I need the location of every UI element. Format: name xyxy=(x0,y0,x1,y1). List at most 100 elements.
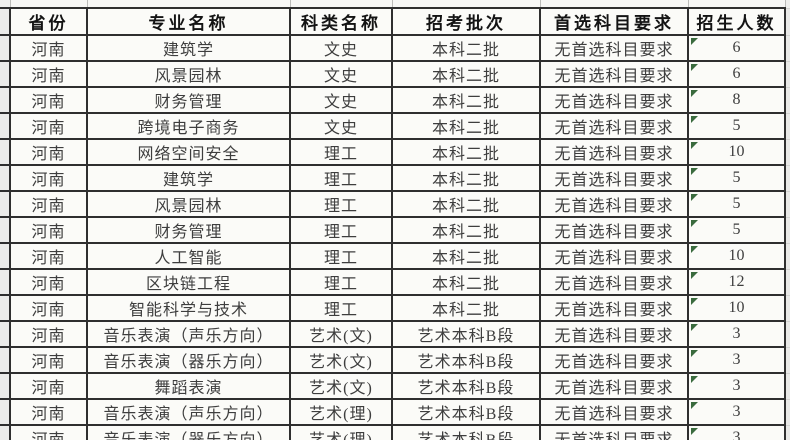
cell-major[interactable]: 音乐表演（器乐方向） xyxy=(86,424,291,440)
cell-province[interactable]: 河南 xyxy=(9,86,88,114)
column-header-major[interactable]: 专业名称 xyxy=(86,7,291,36)
cell-batch[interactable]: 本科二批 xyxy=(391,34,541,62)
cell-province[interactable]: 河南 xyxy=(9,294,88,322)
cell-category[interactable]: 艺术(文) xyxy=(289,320,393,348)
cell-province[interactable]: 河南 xyxy=(9,60,88,88)
cell-batch[interactable]: 本科二批 xyxy=(391,138,541,166)
cell-category[interactable]: 理工 xyxy=(289,190,393,218)
cell-major[interactable]: 跨境电子商务 xyxy=(86,112,291,140)
cell-province[interactable]: 河南 xyxy=(9,164,88,192)
cell-batch[interactable]: 本科二批 xyxy=(391,164,541,192)
cell-enrollment[interactable]: 5 xyxy=(687,216,786,244)
cell-category[interactable]: 理工 xyxy=(289,242,393,270)
cell-province[interactable]: 河南 xyxy=(9,138,88,166)
cell-subject_req[interactable]: 无首选科目要求 xyxy=(539,242,689,270)
cell-category[interactable]: 文史 xyxy=(289,34,393,62)
cell-enrollment[interactable]: 3 xyxy=(687,398,786,426)
cell-enrollment[interactable]: 3 xyxy=(687,346,786,374)
cell-category[interactable]: 理工 xyxy=(289,294,393,322)
cell-province[interactable]: 河南 xyxy=(9,346,88,374)
cell-enrollment[interactable]: 3 xyxy=(687,320,786,348)
cell-category[interactable]: 艺术(文) xyxy=(289,346,393,374)
cell-major[interactable]: 建筑学 xyxy=(86,34,291,62)
cell-batch[interactable]: 艺术本科B段 xyxy=(391,372,541,400)
cell-category[interactable]: 艺术(理) xyxy=(289,424,393,440)
cell-batch[interactable]: 艺术本科B段 xyxy=(391,398,541,426)
cell-batch[interactable]: 本科二批 xyxy=(391,190,541,218)
cell-major[interactable]: 建筑学 xyxy=(86,164,291,192)
cell-province[interactable]: 河南 xyxy=(9,112,88,140)
cell-batch[interactable]: 本科二批 xyxy=(391,216,541,244)
cell-major[interactable]: 智能科学与技术 xyxy=(86,294,291,322)
cell-batch[interactable]: 本科二批 xyxy=(391,294,541,322)
cell-subject_req[interactable]: 无首选科目要求 xyxy=(539,216,689,244)
cell-major[interactable]: 财务管理 xyxy=(86,216,291,244)
cell-category[interactable]: 理工 xyxy=(289,164,393,192)
cell-category[interactable]: 文史 xyxy=(289,112,393,140)
cell-province[interactable]: 河南 xyxy=(9,190,88,218)
cell-province[interactable]: 河南 xyxy=(9,216,88,244)
cell-major[interactable]: 音乐表演（声乐方向） xyxy=(86,320,291,348)
cell-subject_req[interactable]: 无首选科目要求 xyxy=(539,372,689,400)
cell-batch[interactable]: 艺术本科B段 xyxy=(391,320,541,348)
cell-category[interactable]: 理工 xyxy=(289,216,393,244)
cell-province[interactable]: 河南 xyxy=(9,34,88,62)
cell-province[interactable]: 河南 xyxy=(9,268,88,296)
cell-category[interactable]: 文史 xyxy=(289,60,393,88)
cell-category[interactable]: 理工 xyxy=(289,138,393,166)
cell-subject_req[interactable]: 无首选科目要求 xyxy=(539,398,689,426)
cell-batch[interactable]: 艺术本科B段 xyxy=(391,346,541,374)
cell-subject_req[interactable]: 无首选科目要求 xyxy=(539,112,689,140)
cell-enrollment[interactable]: 6 xyxy=(687,60,786,88)
cell-category[interactable]: 文史 xyxy=(289,86,393,114)
cell-subject_req[interactable]: 无首选科目要求 xyxy=(539,294,689,322)
cell-enrollment[interactable]: 3 xyxy=(687,424,786,440)
column-header-subject_req[interactable]: 首选科目要求 xyxy=(539,7,689,36)
cell-enrollment[interactable]: 8 xyxy=(687,86,786,114)
cell-subject_req[interactable]: 无首选科目要求 xyxy=(539,86,689,114)
cell-batch[interactable]: 本科二批 xyxy=(391,268,541,296)
cell-enrollment[interactable]: 5 xyxy=(687,112,786,140)
cell-subject_req[interactable]: 无首选科目要求 xyxy=(539,346,689,374)
cell-batch[interactable]: 本科二批 xyxy=(391,242,541,270)
cell-subject_req[interactable]: 无首选科目要求 xyxy=(539,60,689,88)
cell-enrollment[interactable]: 12 xyxy=(687,268,786,296)
cell-subject_req[interactable]: 无首选科目要求 xyxy=(539,320,689,348)
cell-major[interactable]: 人工智能 xyxy=(86,242,291,270)
cell-category[interactable]: 理工 xyxy=(289,268,393,296)
cell-subject_req[interactable]: 无首选科目要求 xyxy=(539,190,689,218)
cell-batch[interactable]: 本科二批 xyxy=(391,86,541,114)
cell-major[interactable]: 音乐表演（声乐方向） xyxy=(86,398,291,426)
cell-subject_req[interactable]: 无首选科目要求 xyxy=(539,268,689,296)
cell-category[interactable]: 艺术(文) xyxy=(289,372,393,400)
column-header-category[interactable]: 科类名称 xyxy=(289,7,393,36)
cell-subject_req[interactable]: 无首选科目要求 xyxy=(539,164,689,192)
cell-major[interactable]: 音乐表演（器乐方向） xyxy=(86,346,291,374)
cell-enrollment[interactable]: 10 xyxy=(687,138,786,166)
cell-subject_req[interactable]: 无首选科目要求 xyxy=(539,424,689,440)
cell-major[interactable]: 财务管理 xyxy=(86,86,291,114)
cell-batch[interactable]: 艺术本科B段 xyxy=(391,424,541,440)
column-header-enrollment[interactable]: 招生人数 xyxy=(687,7,786,36)
cell-enrollment[interactable]: 5 xyxy=(687,190,786,218)
cell-category[interactable]: 艺术(理) xyxy=(289,398,393,426)
cell-enrollment[interactable]: 6 xyxy=(687,34,786,62)
cell-subject_req[interactable]: 无首选科目要求 xyxy=(539,34,689,62)
cell-province[interactable]: 河南 xyxy=(9,398,88,426)
column-header-province[interactable]: 省份 xyxy=(9,7,88,36)
cell-enrollment[interactable]: 3 xyxy=(687,372,786,400)
cell-major[interactable]: 网络空间安全 xyxy=(86,138,291,166)
cell-province[interactable]: 河南 xyxy=(9,242,88,270)
cell-province[interactable]: 河南 xyxy=(9,372,88,400)
cell-batch[interactable]: 本科二批 xyxy=(391,60,541,88)
cell-province[interactable]: 河南 xyxy=(9,320,88,348)
cell-province[interactable]: 河南 xyxy=(9,424,88,440)
cell-enrollment[interactable]: 10 xyxy=(687,294,786,322)
cell-enrollment[interactable]: 10 xyxy=(687,242,786,270)
cell-batch[interactable]: 本科二批 xyxy=(391,112,541,140)
cell-major[interactable]: 区块链工程 xyxy=(86,268,291,296)
column-header-batch[interactable]: 招考批次 xyxy=(391,7,541,36)
cell-subject_req[interactable]: 无首选科目要求 xyxy=(539,138,689,166)
cell-major[interactable]: 风景园林 xyxy=(86,190,291,218)
cell-enrollment[interactable]: 5 xyxy=(687,164,786,192)
